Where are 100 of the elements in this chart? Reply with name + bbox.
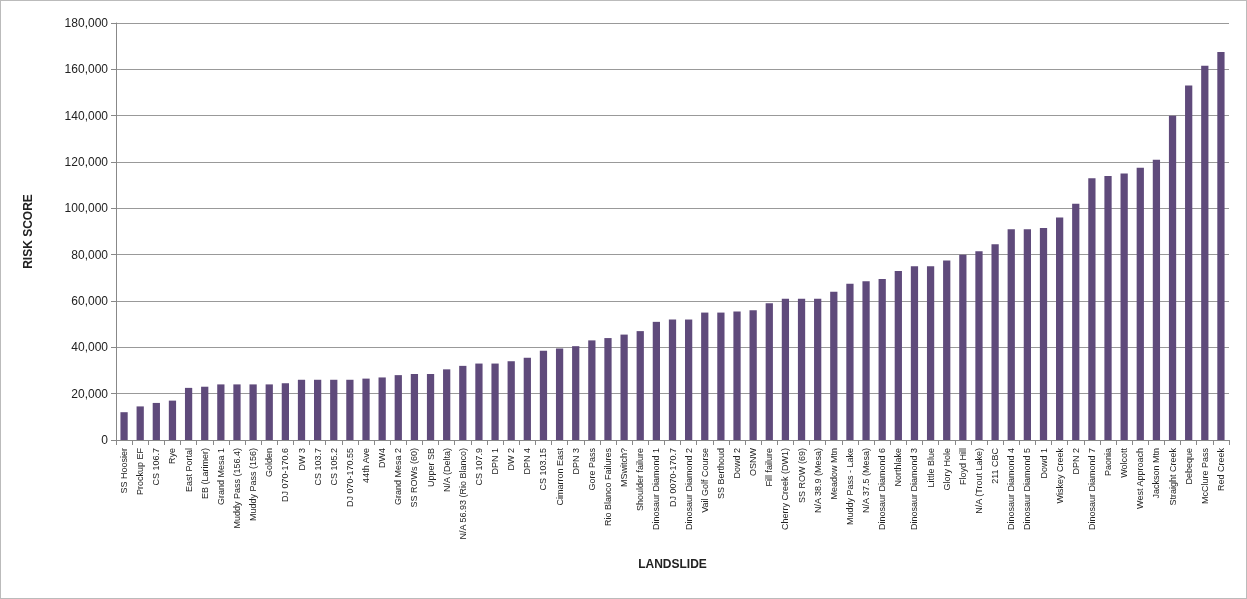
bar xyxy=(297,379,306,440)
x-tick-label: DW 2 xyxy=(506,448,517,471)
x-tick-label: McClure Pass xyxy=(1199,447,1210,505)
bar xyxy=(443,369,451,440)
bar xyxy=(620,334,628,440)
x-tick-label: Straight Creek xyxy=(1167,447,1178,506)
bar xyxy=(814,298,822,440)
bar xyxy=(346,379,354,440)
x-tick-label: N/A 38.9 (Mesa) xyxy=(812,448,823,514)
x-tick-label: DW 3 xyxy=(296,448,307,471)
bar xyxy=(394,375,402,440)
bar xyxy=(910,266,919,440)
x-tick-label: Vail Golf Course xyxy=(699,448,710,513)
y-tick-label: 120,000 xyxy=(64,155,109,169)
x-tick-label: West Approach xyxy=(1135,448,1146,509)
x-tick-label: CS 107.9 xyxy=(473,448,484,486)
x-tick-label: East Portal xyxy=(183,448,194,493)
bar xyxy=(507,361,515,440)
x-tick-label: Meadow Mtn xyxy=(828,448,839,500)
x-tick-label: Debeque xyxy=(1183,448,1194,485)
bar xyxy=(1072,203,1080,440)
bar xyxy=(685,319,693,440)
bar xyxy=(265,384,273,440)
bar xyxy=(749,310,757,440)
bar xyxy=(281,383,289,440)
bar xyxy=(152,402,160,440)
bar xyxy=(604,338,612,440)
x-tick-label: CS 106.7 xyxy=(151,448,162,486)
x-tick-label: N/A 56.93 (Rio Blanco) xyxy=(457,448,468,540)
y-tick-label: 0 xyxy=(101,433,109,447)
bar xyxy=(1152,159,1161,440)
x-tick-label: 44th Ave xyxy=(361,448,372,483)
x-tick-label: Dinosaur Diamond 2 xyxy=(683,448,694,531)
x-tick-label: Grand Mesa 1 xyxy=(215,448,226,506)
x-tick-label: Dinosaur Diamond 1 xyxy=(651,448,662,531)
x-tick-label: Northlake xyxy=(893,448,904,487)
bar xyxy=(668,319,677,440)
x-tick-label: Shoulder failure xyxy=(635,448,646,512)
bar xyxy=(717,312,725,440)
bar xyxy=(830,291,838,440)
bar xyxy=(1056,217,1064,440)
x-tick-label: Cherry Creek (DW1) xyxy=(780,448,791,531)
bar xyxy=(894,270,902,440)
x-tick-label: Dowd 1 xyxy=(1038,448,1049,479)
x-tick-label: Fill failure xyxy=(764,448,775,487)
bar xyxy=(1104,175,1112,440)
bar xyxy=(846,283,854,440)
x-tick-label: SS Hoosier xyxy=(119,448,130,494)
x-tick-label: Wiskey Creek xyxy=(1054,447,1065,504)
x-tick-label: Golden xyxy=(264,448,275,478)
bar xyxy=(1136,167,1144,440)
bar xyxy=(378,377,386,440)
bar xyxy=(362,378,370,440)
x-tick-label: Dinosaur Diamond 5 xyxy=(1022,448,1033,531)
x-tick-label: Gore Pass xyxy=(586,447,597,491)
bar xyxy=(636,331,644,440)
bar xyxy=(878,278,886,440)
bar xyxy=(797,298,806,440)
y-axis-title: RISK SCORE xyxy=(21,194,35,269)
x-tick-label: Cimarron East xyxy=(554,447,565,506)
x-tick-label: Floyd Hill xyxy=(957,448,968,486)
bar xyxy=(184,387,193,440)
bar xyxy=(781,298,790,440)
x-tick-label: Paonia xyxy=(1103,448,1114,477)
bar xyxy=(943,260,951,440)
x-tick-label: Dinosaur Diamond 4 xyxy=(1006,448,1017,531)
x-tick-label: EB (Larimer) xyxy=(199,448,210,500)
bar xyxy=(410,373,419,440)
x-tick-label: Little Blue xyxy=(925,448,936,488)
bar xyxy=(217,384,225,440)
x-tick-label: Dinosaur Diamond 7 xyxy=(1086,448,1097,531)
x-tick-label: N/A (Delta) xyxy=(441,448,452,493)
x-tick-label: Muddy Pass - Lake xyxy=(844,448,855,526)
bar xyxy=(426,373,435,440)
bar xyxy=(701,312,709,440)
bar xyxy=(733,311,741,440)
bar xyxy=(1217,51,1225,440)
bar xyxy=(233,384,241,440)
x-tick-label: SS Berthoud xyxy=(715,448,726,500)
bar xyxy=(1007,229,1015,440)
x-tick-label: Dinosaur Diamond 3 xyxy=(909,448,920,531)
x-tick-label: CS 105.2 xyxy=(328,448,339,486)
bar xyxy=(168,400,177,440)
bar xyxy=(1088,178,1096,440)
x-tick-label: DW4 xyxy=(377,448,388,468)
y-tick-label: 100,000 xyxy=(64,201,109,216)
x-tick-label: DJ 0070-170.7 xyxy=(667,448,678,508)
x-tick-label: MSwitch? xyxy=(619,448,630,488)
x-tick-label: SS ROWs (60) xyxy=(409,448,420,508)
bar xyxy=(523,357,531,440)
bar xyxy=(975,251,983,440)
x-tick-label: DPN 1 xyxy=(490,448,501,475)
bar xyxy=(201,386,209,440)
x-tick-label: N/A (Trout Lake) xyxy=(973,448,984,514)
x-tick-label: Grand Mesa 2 xyxy=(393,448,404,506)
bar xyxy=(572,346,580,440)
bar xyxy=(475,363,483,440)
y-tick-label: 160,000 xyxy=(64,62,109,77)
bar xyxy=(1168,115,1177,440)
bar xyxy=(588,340,596,440)
